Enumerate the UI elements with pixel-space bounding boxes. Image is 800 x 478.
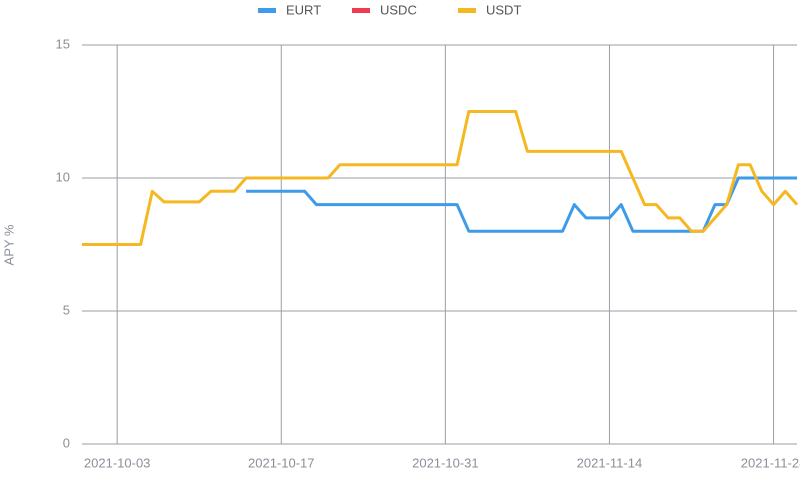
legend: EURT USDC USDT: [258, 2, 521, 17]
legend-item: EURT: [258, 2, 321, 17]
series-line: [82, 110, 799, 246]
x-tick-label: 2021-10-31: [412, 455, 479, 470]
legend-label: EURT: [286, 2, 321, 17]
x-tick-label: 2021-10-03: [84, 455, 151, 470]
x-tick-label: 2021-10-17: [248, 455, 315, 470]
y-tick-label: 10: [56, 169, 70, 184]
x-tick-label: 2021-11-28: [741, 455, 800, 470]
legend-item: USDT: [458, 2, 521, 17]
series-line: [246, 176, 797, 233]
y-axis-title: APY %: [1, 224, 16, 265]
y-tick-label: 15: [56, 36, 70, 51]
legend-item: USDC: [352, 2, 417, 17]
legend-label: USDT: [486, 2, 521, 17]
x-tick-label: 2021-11-14: [577, 455, 643, 470]
legend-swatch: [258, 8, 276, 13]
legend-label: USDC: [380, 2, 417, 17]
legend-swatch: [458, 8, 476, 13]
legend-swatch: [352, 8, 370, 13]
y-tick-label: 5: [63, 302, 70, 317]
y-tick-label: 0: [63, 435, 70, 450]
